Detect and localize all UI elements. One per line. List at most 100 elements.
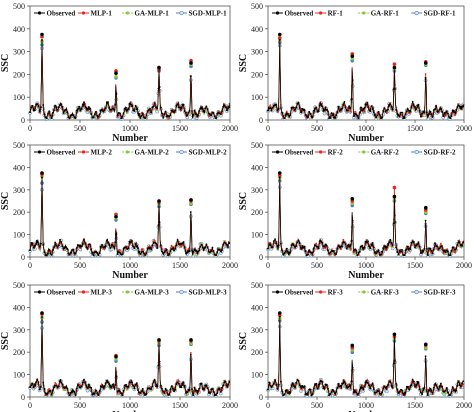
point (63, 249, 66, 251)
point (452, 246, 455, 249)
point (225, 384, 228, 387)
point (395, 246, 398, 249)
point (169, 114, 172, 116)
point (173, 390, 175, 392)
point (133, 110, 136, 112)
point (360, 106, 362, 109)
point (445, 387, 448, 389)
point (81, 243, 84, 245)
point (409, 388, 412, 390)
point (269, 107, 272, 109)
point (450, 391, 453, 393)
y-tick-label: 100 (251, 371, 263, 380)
point (55, 384, 58, 387)
x-tick-label: 2000 (456, 261, 472, 270)
point (358, 111, 361, 114)
peak-marker (423, 61, 428, 65)
point (291, 243, 294, 245)
y-axis-title: SSC (0, 54, 11, 72)
point (212, 112, 215, 114)
point (140, 115, 143, 117)
point (57, 244, 60, 247)
point (351, 80, 354, 82)
point (418, 249, 421, 251)
point (442, 252, 445, 255)
point (415, 383, 418, 386)
point (455, 389, 458, 392)
point (176, 242, 179, 244)
x-tick-label: 1000 (122, 261, 138, 270)
point (187, 115, 190, 117)
point (168, 253, 171, 255)
point (189, 75, 192, 78)
point (207, 253, 210, 255)
point (290, 384, 293, 387)
point (120, 117, 123, 120)
point (150, 111, 153, 114)
point (385, 246, 388, 249)
point (356, 114, 359, 117)
point (405, 108, 408, 110)
point (222, 382, 225, 384)
point (175, 244, 178, 247)
point (276, 387, 279, 390)
legend-label: SGD-RF-2 (424, 149, 456, 157)
point (222, 384, 225, 387)
point (117, 387, 120, 390)
x-tick-label: 1500 (172, 401, 188, 410)
point (114, 383, 117, 386)
point (390, 385, 393, 387)
point (50, 251, 53, 253)
point (55, 244, 58, 247)
legend-marker (179, 10, 184, 16)
point (206, 246, 209, 249)
point (218, 248, 221, 251)
point (62, 246, 65, 248)
legend: Observed RF-2 GA-RF-2 SGD-RF-2 (272, 149, 456, 157)
point (164, 110, 167, 113)
point (101, 244, 103, 246)
point (315, 242, 318, 245)
point (203, 247, 205, 250)
point (363, 246, 366, 249)
point (397, 391, 400, 394)
point (363, 385, 366, 388)
peak-marker (157, 65, 161, 70)
point (95, 389, 97, 392)
point (86, 247, 89, 250)
point (408, 388, 411, 391)
series-Observed (267, 32, 465, 120)
point (53, 109, 55, 112)
peak-marker (189, 61, 193, 65)
peak-marker (189, 338, 193, 342)
point (133, 387, 136, 390)
point (198, 249, 201, 252)
point (392, 222, 395, 225)
point (368, 384, 371, 387)
point (417, 241, 420, 244)
point (311, 251, 314, 254)
point (135, 245, 138, 248)
point (281, 111, 284, 114)
point (348, 385, 351, 388)
series-Observed (29, 32, 231, 120)
point (285, 389, 288, 392)
peak-marker (277, 32, 282, 37)
point (53, 386, 55, 389)
point (305, 115, 308, 117)
point (110, 108, 113, 111)
point (162, 390, 165, 393)
point (98, 252, 101, 254)
point (54, 104, 57, 107)
point (75, 109, 78, 112)
point (383, 248, 386, 250)
x-axis-title: Number (112, 133, 148, 144)
point (51, 389, 54, 392)
point (138, 116, 141, 118)
point (350, 98, 353, 101)
point (141, 112, 144, 115)
point (300, 247, 302, 249)
peak-marker (392, 185, 397, 190)
point (67, 391, 70, 394)
